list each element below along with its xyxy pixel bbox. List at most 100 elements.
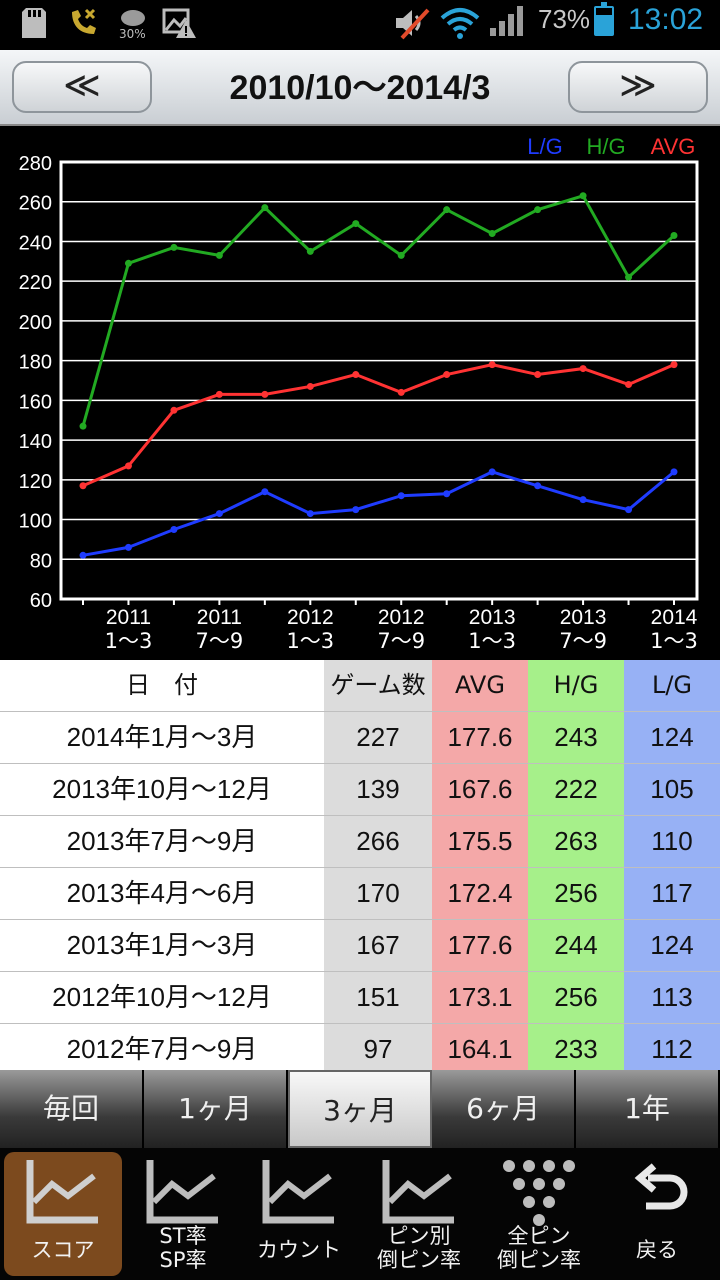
cell-games: 139 — [324, 764, 432, 815]
wifi-icon — [440, 6, 480, 47]
cell-date: 2012年10月〜12月 — [0, 972, 324, 1023]
x-tick-year: 2011 — [197, 606, 242, 629]
data-point — [443, 490, 451, 498]
line-chart: 608010012014016018020022024026028020111〜… — [19, 134, 699, 653]
data-point — [443, 206, 451, 214]
x-tick-year: 2011 — [106, 606, 151, 629]
cell-lg: 105 — [624, 764, 720, 815]
data-point — [261, 204, 269, 212]
data-point — [488, 361, 496, 369]
tab-1-year[interactable]: 1年 — [576, 1070, 720, 1148]
back-arrow-icon — [634, 1163, 688, 1210]
nav-strike-label: ST率 — [159, 1224, 207, 1248]
cell-avg: 177.6 — [432, 920, 528, 971]
table-row[interactable]: 2013年10月〜12月 139 167.6 222 105 — [0, 764, 720, 816]
tab-6-months[interactable]: 6ヶ月 — [432, 1070, 576, 1148]
cell-lg: 112 — [624, 1024, 720, 1070]
weather-label: 30% — [119, 27, 146, 40]
data-point — [352, 371, 360, 379]
table-row[interactable]: 2014年1月〜3月 227 177.6 243 124 — [0, 712, 720, 764]
y-tick-label: 100 — [19, 511, 52, 533]
data-point — [215, 510, 223, 518]
cell-hg: 243 — [528, 712, 624, 763]
data-point — [534, 482, 542, 490]
nav-strike-spare[interactable]: ST率 SP率 — [124, 1152, 242, 1276]
table-row[interactable]: 2013年1月〜3月 167 177.6 244 124 — [0, 920, 720, 972]
data-point — [124, 462, 132, 470]
nav-count[interactable]: カウント — [240, 1152, 358, 1276]
cell-games: 170 — [324, 868, 432, 919]
next-period-button[interactable]: ≫ — [568, 61, 708, 113]
bottom-nav: スコア ST率 SP率 カウント ピン別 倒ピン率 — [0, 1148, 720, 1280]
data-point — [625, 273, 633, 281]
cell-games: 167 — [324, 920, 432, 971]
mute-icon — [394, 6, 430, 47]
data-point — [352, 220, 360, 228]
nav-score-label: スコア — [31, 1238, 95, 1262]
series-line-avg — [82, 363, 675, 488]
data-point — [670, 468, 678, 476]
nav-back[interactable]: 戻る — [598, 1152, 716, 1276]
data-point — [170, 243, 178, 251]
tab-1-month[interactable]: 1ヶ月 — [144, 1070, 288, 1148]
data-point — [488, 468, 496, 476]
cell-hg: 256 — [528, 868, 624, 919]
period-title: 2010/10〜2014/3 — [229, 69, 491, 107]
y-tick-label: 80 — [30, 550, 52, 572]
score-chart: 60 80 100 120 140 160 180 200 220 240 260 280 2011 1〜… — [0, 126, 720, 660]
cell-lg: 117 — [624, 868, 720, 919]
legend-lg: L/G — [527, 134, 562, 159]
cell-date: 2013年7月〜9月 — [0, 816, 324, 867]
data-point — [488, 230, 496, 238]
y-tick-label: 140 — [19, 431, 52, 453]
y-tick-label: 260 — [19, 193, 52, 215]
x-tick-year: 2012 — [287, 606, 334, 629]
data-point — [397, 492, 405, 500]
score-table[interactable]: 日 付 ゲーム数 AVG H/G L/G 2014年1月〜3月 227 177.6 2… — [0, 660, 720, 1070]
nav-score[interactable]: スコア — [4, 1152, 122, 1276]
tab-every-game[interactable]: 毎回 — [0, 1070, 144, 1148]
cell-games: 266 — [324, 816, 432, 867]
line-chart-icon — [26, 1160, 98, 1224]
data-point — [579, 192, 587, 200]
clock: 13:02 — [628, 3, 704, 36]
x-tick-months: 7〜9 — [559, 629, 607, 653]
data-point — [79, 422, 87, 430]
table-row[interactable]: 2012年7月〜9月 97 164.1 233 112 — [0, 1024, 720, 1070]
battery-percent: 73% — [538, 4, 591, 34]
prev-period-button[interactable]: ≪ — [12, 61, 152, 113]
cell-avg: 177.6 — [432, 712, 528, 763]
nav-all-pin-label-2: 倒ピン率 — [497, 1248, 581, 1272]
y-tick-label: 200 — [19, 312, 52, 334]
data-point — [170, 406, 178, 414]
status-bar: 30% 73% 13:02 — [0, 0, 720, 50]
table-row[interactable]: 2013年4月〜6月 170 172.4 256 117 — [0, 868, 720, 920]
cell-date: 2013年4月〜6月 — [0, 868, 324, 919]
tab-3-months[interactable]: 3ヶ月 — [288, 1070, 432, 1148]
period-tabs: 毎回 1ヶ月 3ヶ月 6ヶ月 1年 — [0, 1070, 720, 1148]
data-point — [352, 506, 360, 514]
pin-grid-icon — [503, 1160, 575, 1226]
cell-lg: 124 — [624, 712, 720, 763]
legend-avg: AVG — [651, 134, 696, 159]
nav-pin-rate[interactable]: ピン別 倒ピン率 — [360, 1152, 478, 1276]
nav-count-label: カウント — [257, 1238, 341, 1262]
table-row[interactable]: 2013年7月〜9月 266 175.5 263 110 — [0, 816, 720, 868]
nav-all-pin-label-1: 全ピン — [507, 1224, 571, 1248]
cell-date: 2012年7月〜9月 — [0, 1024, 324, 1070]
data-point — [397, 251, 405, 259]
cell-hg: 263 — [528, 816, 624, 867]
line-chart-icon — [262, 1160, 334, 1224]
table-row[interactable]: 2012年10月〜12月 151 173.1 256 113 — [0, 972, 720, 1024]
data-point — [79, 551, 87, 559]
nav-pin-label-1: ピン別 — [387, 1224, 451, 1248]
cell-lg: 124 — [624, 920, 720, 971]
cell-date: 2014年1月〜3月 — [0, 712, 324, 763]
nav-back-label: 戻る — [636, 1238, 678, 1262]
y-tick-label: 120 — [19, 471, 52, 493]
data-point — [397, 388, 405, 396]
nav-all-pin-rate[interactable]: 全ピン 倒ピン率 — [480, 1152, 598, 1276]
data-point — [79, 482, 87, 490]
cell-hg: 256 — [528, 972, 624, 1023]
data-point — [534, 206, 542, 214]
